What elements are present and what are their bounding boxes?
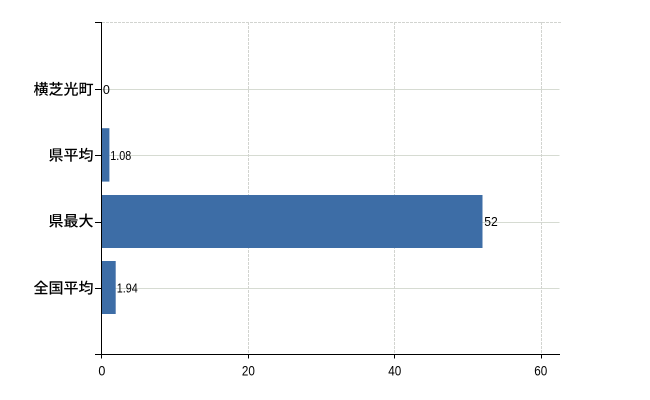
svg-text:0: 0 xyxy=(98,362,105,378)
svg-text:1.08: 1.08 xyxy=(110,148,131,163)
svg-text:1.94: 1.94 xyxy=(117,281,138,296)
svg-text:40: 40 xyxy=(388,362,401,378)
svg-text:60: 60 xyxy=(534,362,547,378)
svg-text:52: 52 xyxy=(484,214,498,229)
svg-text:0: 0 xyxy=(103,82,110,97)
svg-text:20: 20 xyxy=(242,362,255,378)
